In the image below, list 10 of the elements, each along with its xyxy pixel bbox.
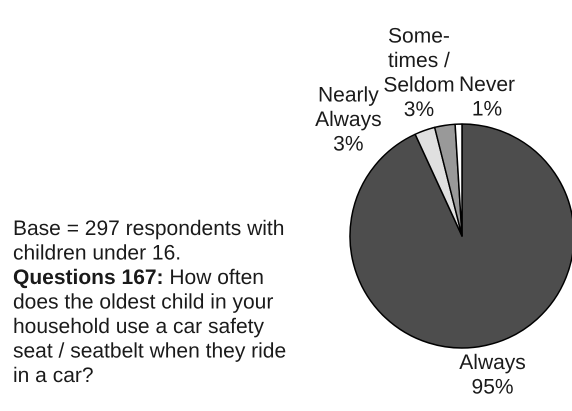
slice-label: Nearly Always — [315, 83, 382, 131]
slice-label: Always — [459, 351, 526, 374]
data-label: 1% — [472, 98, 502, 121]
text: Questions 167: How often does the oldest child in your household use a car safety seat / seatbelt when they ride in a car? — [13, 266, 286, 387]
slice-label: Some- times / Seldom — [383, 24, 455, 97]
data-label: 95% — [472, 376, 514, 399]
data-label: 3% — [333, 132, 364, 156]
data-label: 3% — [404, 98, 434, 122]
text: Base = 297 respondents with children under 16. — [13, 217, 284, 264]
slice-label: Never — [459, 73, 516, 96]
